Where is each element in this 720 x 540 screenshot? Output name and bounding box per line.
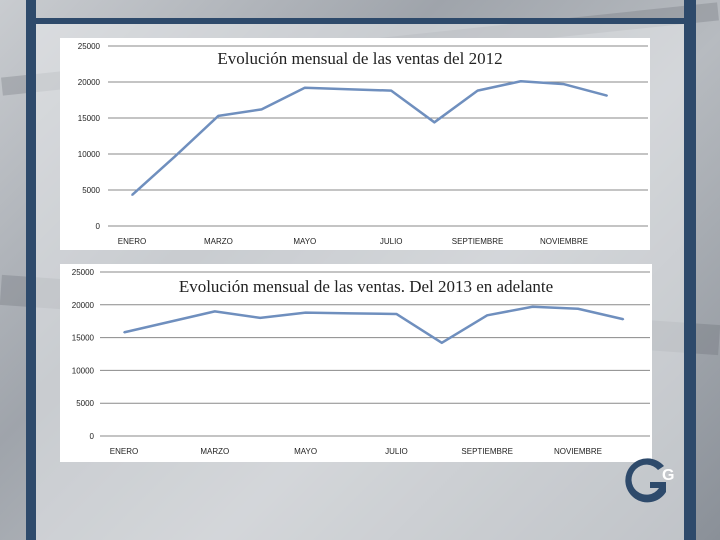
chart-background [60,264,652,462]
data-point [433,121,436,124]
chart-title: Evolución mensual de las ventas. Del 201… [179,277,553,296]
y-tick-label: 15000 [78,114,101,123]
data-point [577,307,579,310]
x-tick-label: MAYO [293,237,316,246]
x-tick-label: SEPTIEMBRE [461,447,513,456]
x-tick-label: ENERO [118,237,146,246]
logo-letter: G [662,467,674,484]
x-tick-label: ENERO [110,447,138,456]
data-point [304,86,306,89]
data-point [123,331,125,334]
frame-left-bar [26,0,36,540]
x-tick-label: JULIO [380,237,403,246]
chart-2012-svg: 0 5000 10000 15000 20000 25000 ENERO MARZO MAYO J… [60,38,650,250]
y-tick-label: 25000 [72,268,95,277]
data-point [259,317,261,319]
y-tick-label: 10000 [78,150,101,159]
series-line [123,305,624,345]
chart-title: Evolución mensual de las ventas del 2012 [217,49,502,68]
data-point [606,94,608,97]
x-tick-label: MARZO [200,447,229,456]
x-tick-label: NOVIEMBRE [554,447,602,456]
chart-2013: 0 5000 10000 15000 20000 25000 ENERO MARZO MAYO J… [60,264,652,462]
y-tick-label: 20000 [72,301,95,310]
y-tick-label: 10000 [72,366,95,375]
chart-2012: 0 5000 10000 15000 20000 25000 ENERO MARZO MAYO J… [60,38,650,250]
data-point [260,108,263,111]
data-point [520,80,522,83]
data-point [217,115,220,117]
y-tick-label: 5000 [76,399,94,408]
data-point [531,305,534,308]
data-point [131,194,133,196]
data-point [214,310,216,313]
data-point [304,311,307,314]
x-tick-label: MARZO [204,237,233,246]
y-tick-label: 25000 [78,42,101,51]
y-tick-label: 15000 [72,334,95,343]
y-tick-label: 20000 [78,78,101,87]
data-point [622,318,625,321]
y-tick-label: 0 [90,432,95,441]
data-point [395,313,398,315]
data-point [486,314,489,317]
data-point [350,312,352,315]
data-point [390,89,393,92]
data-point [174,155,176,157]
x-tick-label: JULIO [385,447,408,456]
data-point [476,89,479,92]
data-point [563,83,565,85]
x-tick-label: MAYO [294,447,317,456]
x-tick-label: NOVIEMBRE [540,237,588,246]
chart-background [60,38,650,250]
frame-right-bar [684,0,696,540]
data-point [347,88,349,90]
y-tick-label: 0 [96,222,101,231]
y-tick-label: 5000 [82,186,100,195]
frame-top-bar [26,18,686,24]
x-tick-label: SEPTIEMBRE [452,237,504,246]
g-logo-icon: G [618,452,680,508]
chart-2013-svg: 0 5000 10000 15000 20000 25000 ENERO MARZO MAYO J… [60,264,652,462]
data-point [168,321,171,323]
series-line [131,80,608,196]
data-point [441,342,443,344]
